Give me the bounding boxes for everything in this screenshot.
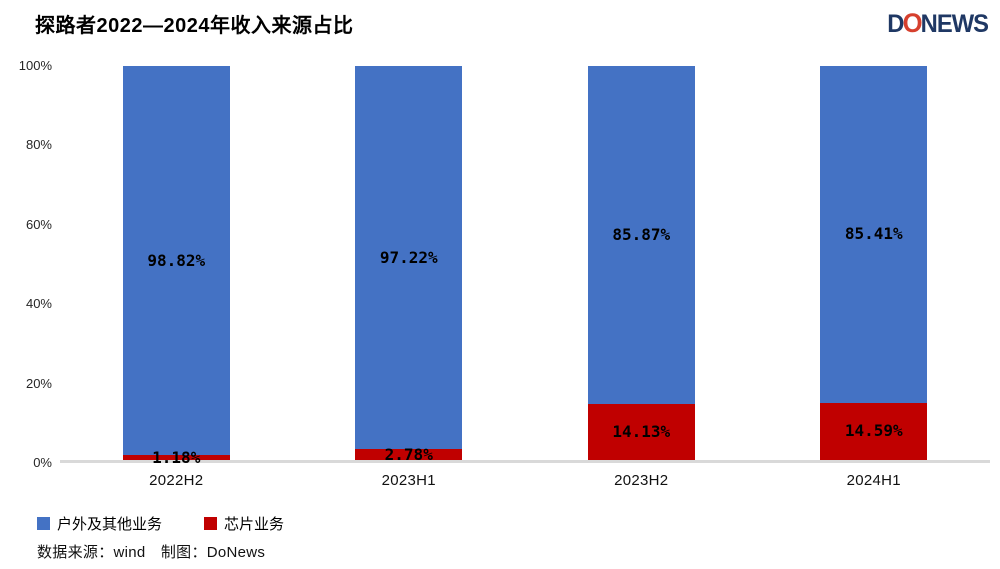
legend: 户外及其他业务 芯片业务	[37, 513, 284, 534]
category-slot: 85.87% 14.13%	[525, 66, 758, 460]
logo-o-swirl-icon: O	[902, 8, 922, 38]
bar-segment: 98.82%	[122, 66, 230, 456]
bar-segment: 14.13%	[587, 404, 695, 460]
x-axis: 2022H2 2023H1 2023H2 2024H1	[60, 472, 990, 492]
data-source-note: 数据来源：wind 制图：DoNews	[37, 544, 266, 561]
x-tick-label: 2023H2	[614, 472, 669, 489]
bar-segment: 97.22%	[355, 66, 463, 450]
stacked-bar: 85.87% 14.13%	[587, 66, 695, 460]
logo-letter-d: D	[887, 10, 904, 38]
bar-value-label: 97.22%	[379, 247, 438, 267]
category-slot: 85.41% 14.59%	[758, 66, 991, 460]
legend-label: 芯片业务	[224, 516, 285, 533]
legend-label: 户外及其他业务	[57, 516, 163, 533]
x-tick-label: 2022H2	[149, 472, 204, 489]
donews-logo: DONEWS	[887, 8, 989, 39]
bar-value-label: 85.41%	[844, 224, 903, 244]
bar-segment: 1.18%	[122, 449, 230, 465]
legend-swatch-icon	[37, 517, 50, 530]
bar-segment: 85.41%	[820, 66, 928, 403]
category-slot: 98.82% 1.18%	[60, 66, 293, 465]
y-tick-label: 80%	[25, 137, 52, 153]
bar-segment: 14.59%	[820, 402, 928, 460]
legend-swatch-icon	[204, 517, 218, 530]
bar-segment: 85.87%	[587, 66, 695, 405]
stacked-bar: 97.22% 2.78%	[355, 66, 463, 464]
page-title: 探路者2022—2024年收入来源占比	[35, 15, 354, 37]
bar-value-label: 14.13%	[612, 422, 671, 442]
legend-item: 户外及其他业务	[37, 513, 162, 534]
category-slot: 97.22% 2.78%	[293, 66, 526, 464]
stacked-bar: 85.41% 14.59%	[820, 66, 928, 460]
y-tick-label: 40%	[25, 296, 52, 312]
bar-segment: 2.78%	[355, 444, 463, 464]
stacked-bar: 98.82% 1.18%	[122, 66, 230, 465]
y-tick-label: 0%	[33, 455, 52, 470]
y-tick-label: 60%	[25, 216, 52, 232]
bars-container: 98.82% 1.18% 97.22% 2.78% 85.87% 14.13% 85.41%…	[60, 66, 991, 465]
bar-value-label: 14.59%	[844, 421, 903, 441]
x-tick-label: 2024H1	[846, 472, 901, 489]
plot-area: 98.82% 1.18% 97.22% 2.78% 85.87% 14.13% 85.41%…	[60, 66, 991, 465]
legend-item: 芯片业务	[204, 513, 284, 534]
bar-value-label: 85.87%	[612, 225, 671, 245]
logo-news-text: NEWS	[920, 10, 989, 38]
y-axis: 0% 20% 40% 60% 80% 100%	[0, 58, 52, 470]
x-tick-label: 2023H1	[381, 472, 436, 489]
bar-value-label: 1.18%	[152, 447, 201, 467]
y-tick-label: 20%	[25, 375, 52, 391]
bar-value-label: 98.82%	[147, 250, 206, 270]
bar-value-label: 2.78%	[384, 444, 433, 464]
y-tick-label: 100%	[18, 58, 52, 73]
